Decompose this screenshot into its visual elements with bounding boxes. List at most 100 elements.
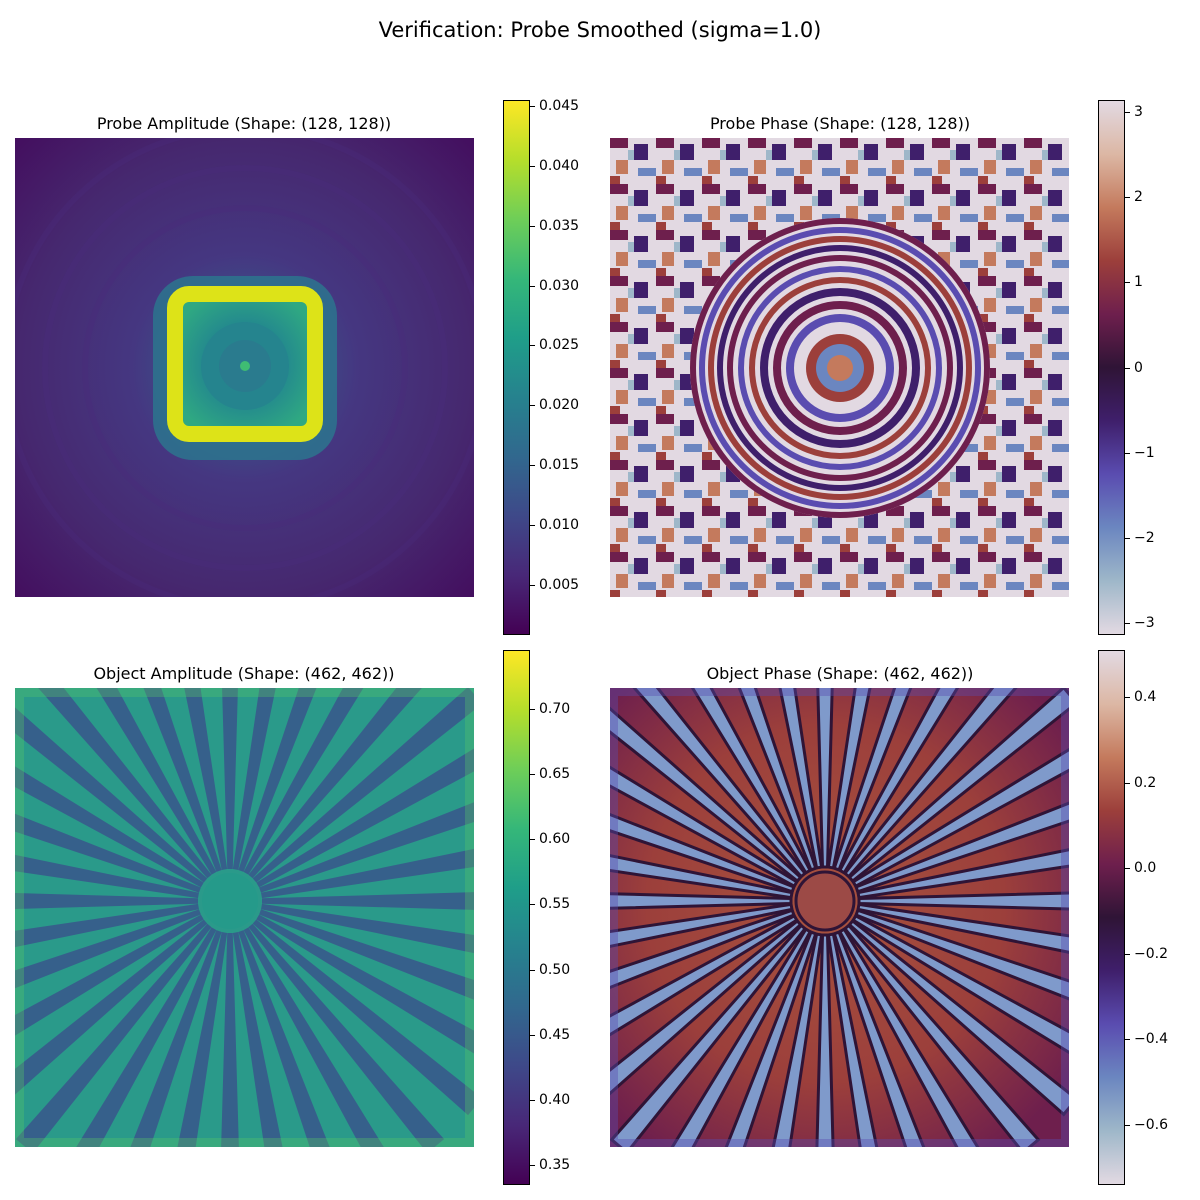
spoke	[856, 902, 1069, 954]
spoke	[854, 908, 1069, 1001]
spoke	[632, 688, 808, 879]
object-amplitude-image	[15, 688, 474, 1147]
colorbar-tick	[1125, 537, 1130, 539]
spoke	[15, 909, 201, 989]
colorbar-tick	[530, 165, 535, 167]
spoke	[261, 848, 474, 899]
colorbar-tick-label: −2	[1134, 529, 1155, 546]
colorbar-tick-label: 0.65	[539, 765, 571, 782]
colorbar-tick-label: 0.70	[539, 700, 571, 717]
spoke	[832, 688, 913, 872]
spoke	[826, 688, 872, 870]
object-phase-image	[610, 688, 1069, 1147]
colorbar-tick	[1125, 622, 1130, 624]
spoke	[610, 923, 808, 1147]
spoke	[15, 893, 198, 909]
colorbar-tick	[1125, 782, 1130, 784]
colorbar-tick-label: −0.4	[1134, 1031, 1168, 1048]
colorbar-tick	[530, 524, 535, 526]
spoke	[842, 923, 1041, 1147]
probe-amplitude-colorbar	[503, 100, 530, 635]
colorbar-tick	[530, 584, 535, 586]
spoke	[248, 688, 422, 879]
colorbar-tick-label: 1	[1134, 274, 1143, 291]
spoke	[610, 812, 796, 894]
colorbar-tick	[530, 839, 535, 841]
colorbar-tick-label: 0.4	[1134, 689, 1157, 706]
spoke	[610, 913, 799, 1037]
object-phase-colorbar-ticks: −0.6 −0.4 −0.2 0.0 0.2 0.4	[1125, 650, 1185, 1185]
colorbar-tick	[530, 773, 535, 775]
spoke	[15, 923, 212, 1147]
spoke	[847, 688, 1069, 884]
probe-phase-colorbar	[1098, 100, 1125, 635]
colorbar-tick	[1125, 367, 1130, 369]
spoke	[143, 688, 222, 872]
spoke	[610, 892, 793, 910]
spoke	[610, 902, 794, 948]
probe-amplitude-image	[15, 138, 474, 597]
probe-phase-colorbar-ticks: −3 −2 −1 0 1 2 3	[1125, 100, 1185, 635]
colorbar-tick	[1125, 1039, 1130, 1041]
colorbar-tick	[1125, 868, 1130, 870]
spoke	[256, 914, 474, 1054]
spoke	[854, 801, 1069, 894]
colorbar-tick-label: 0.2	[1134, 774, 1157, 791]
colorbar-tick	[1125, 452, 1130, 454]
spoke	[38, 688, 212, 879]
colorbar-tick-label: 0.0	[1134, 860, 1157, 877]
colorbar-tick	[530, 465, 535, 467]
object-amplitude-spokes	[15, 688, 474, 1147]
spoke	[851, 747, 1069, 889]
colorbar-tick	[1125, 197, 1130, 199]
spoke	[857, 891, 1069, 911]
object-phase-spokes	[610, 688, 1069, 1147]
colorbar-tick-label: 3	[1134, 104, 1143, 121]
colorbar-tick-label: 0.040	[539, 157, 580, 174]
spoke	[248, 923, 445, 1147]
spoke	[816, 688, 834, 869]
spoke	[826, 932, 879, 1147]
spoke	[184, 688, 228, 870]
colorbar-tick	[1125, 697, 1130, 699]
colorbar-tick-label: 0.015	[539, 457, 580, 474]
object-amplitude-colorbar-ticks: 0.35 0.40 0.45 0.50 0.55 0.60 0.65 0.70	[530, 650, 590, 1185]
colorbar-tick-label: 0.035	[539, 217, 580, 234]
object-amplitude-colorbar	[503, 650, 530, 1185]
spoke	[221, 933, 239, 1147]
spoke	[15, 919, 208, 1095]
colorbar-tick-label: 2	[1134, 189, 1143, 206]
colorbar-tick	[530, 405, 535, 407]
spoke	[262, 892, 474, 910]
spoke	[851, 913, 1069, 1055]
colorbar-tick-label: 0.010	[539, 516, 580, 533]
spoke	[815, 933, 835, 1147]
colorbar-tick	[530, 285, 535, 287]
object-phase-title: Object Phase (Shape: (462, 462))	[706, 664, 974, 683]
spoke	[222, 688, 238, 869]
spoke	[130, 930, 222, 1147]
spoke	[610, 918, 803, 1096]
spoke	[259, 909, 474, 1000]
spoke	[724, 930, 818, 1147]
spoke	[96, 688, 217, 875]
colorbar-tick	[1125, 112, 1130, 114]
spoke	[610, 854, 794, 900]
spoke	[670, 927, 813, 1147]
colorbar-tick-label: 0.50	[539, 961, 571, 978]
spoke	[177, 932, 228, 1147]
colorbar-tick-label: 0	[1134, 359, 1143, 376]
spoke	[837, 688, 960, 875]
spoke	[243, 688, 364, 875]
spoke	[252, 688, 474, 883]
spoke	[856, 848, 1069, 900]
spoke	[243, 927, 384, 1147]
colorbar-tick	[530, 1100, 535, 1102]
colorbar-tick-label: −1	[1134, 444, 1155, 461]
figure-title: Verification: Probe Smoothed (sigma=1.0)	[378, 18, 822, 42]
spoke	[261, 903, 474, 954]
colorbar-tick-label: 0.45	[539, 1026, 571, 1043]
colorbar-tick-label: 0.55	[539, 896, 571, 913]
object-amplitude-title: Object Amplitude (Shape: (462, 462))	[93, 664, 395, 683]
probe-phase-title: Probe Phase (Shape: (128, 128))	[709, 114, 971, 133]
